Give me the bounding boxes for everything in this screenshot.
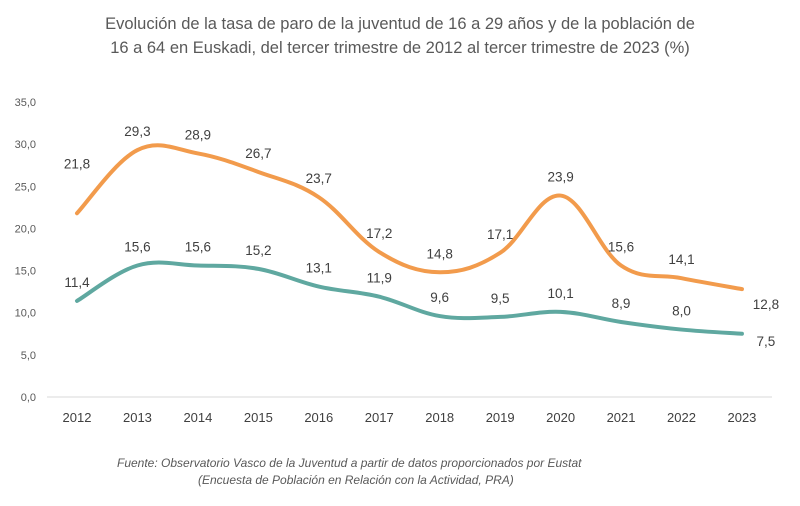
x-tick-label: 2022 (667, 410, 696, 425)
y-tick-label: 25,0 (15, 181, 36, 193)
x-tick-label: 2019 (486, 410, 515, 425)
data-label: 29,3 (124, 124, 150, 139)
x-tick-label: 2021 (607, 410, 636, 425)
x-tick-label: 2020 (546, 410, 575, 425)
data-label: 15,2 (245, 243, 271, 258)
y-tick-label: 0,0 (21, 392, 36, 404)
series-1-line (75, 143, 744, 292)
data-label: 14,8 (427, 246, 453, 261)
data-label: 12,8 (753, 297, 779, 312)
x-tick-label: 2013 (123, 410, 152, 425)
data-label: 8,9 (612, 296, 631, 311)
series-2-line (75, 260, 744, 336)
data-label: 17,1 (487, 227, 513, 242)
data-label: 7,5 (757, 334, 776, 349)
x-tick-label: 2017 (365, 410, 394, 425)
y-tick-label: 20,0 (15, 223, 36, 235)
x-tick-label: 2016 (304, 410, 333, 425)
data-label: 11,4 (64, 275, 90, 290)
y-tick-label: 35,0 (15, 97, 36, 109)
data-label: 23,7 (306, 171, 332, 186)
data-label: 28,9 (185, 127, 211, 142)
data-label: 15,6 (124, 240, 150, 255)
data-label: 17,2 (366, 226, 392, 241)
data-label: 11,9 (367, 271, 392, 286)
x-tick-label: 2018 (425, 410, 454, 425)
y-tick-label: 15,0 (15, 266, 36, 278)
data-label: 8,0 (672, 304, 691, 319)
data-label: 14,1 (668, 252, 694, 267)
x-tick-label: 2012 (63, 410, 92, 425)
data-label: 21,8 (64, 156, 90, 171)
chart-title-line-2: 16 a 64 en Euskadi, del tercer trimestre… (110, 39, 690, 57)
source-note-line-1: Fuente: Observatorio Vasco de la Juventu… (117, 456, 582, 470)
data-label: 15,6 (185, 240, 211, 255)
source-note-line-2: (Encuesta de Población en Relación con l… (198, 473, 514, 487)
data-label: 26,7 (245, 146, 271, 161)
data-label: 23,9 (547, 170, 573, 185)
chart-title-line-1: Evolución de la tasa de paro de la juven… (105, 15, 695, 33)
data-label: 10,1 (547, 286, 573, 301)
data-label: 13,1 (306, 261, 332, 276)
data-label: 15,6 (608, 240, 634, 255)
x-tick-label: 2023 (727, 410, 756, 425)
y-tick-label: 10,0 (15, 308, 36, 320)
x-tick-label: 2014 (183, 410, 212, 425)
data-label: 9,6 (430, 290, 449, 305)
y-tick-label: 30,0 (15, 139, 36, 151)
x-tick-label: 2015 (244, 410, 273, 425)
data-label: 9,5 (491, 291, 510, 306)
y-tick-label: 5,0 (21, 350, 36, 362)
